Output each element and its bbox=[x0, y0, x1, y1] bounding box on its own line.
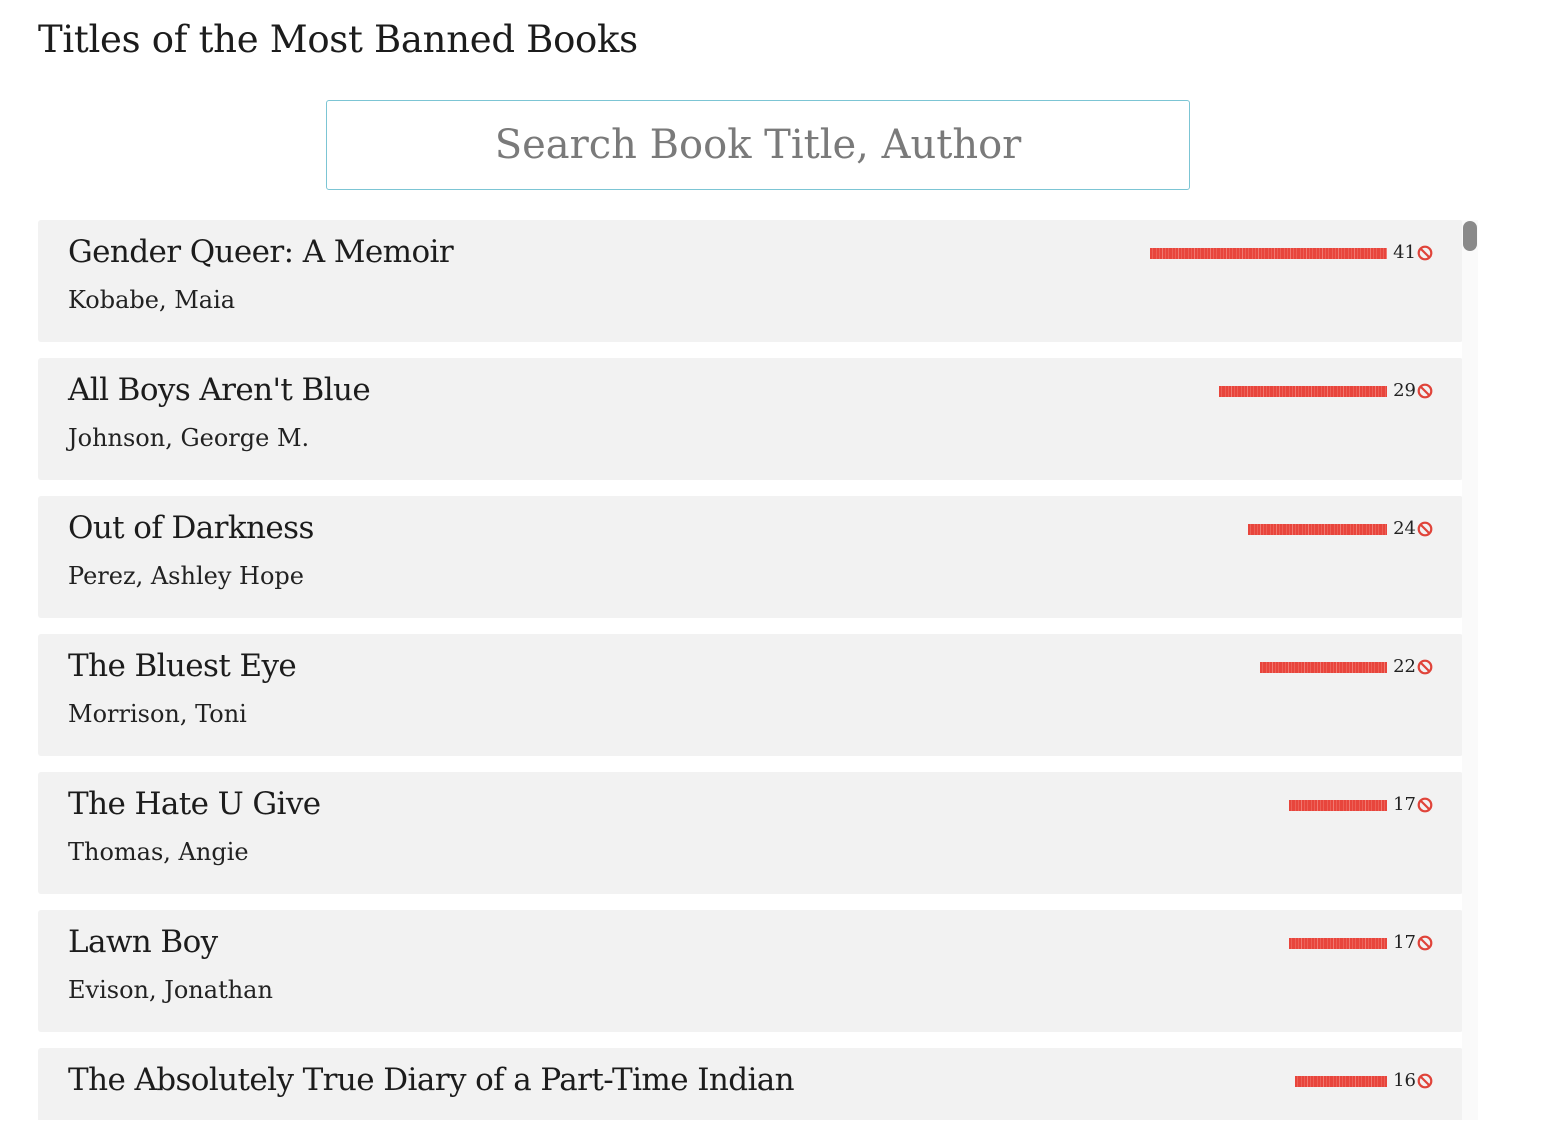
book-list: Gender Queer: A Memoir Kobabe, Maia 41 All … bbox=[38, 220, 1463, 1120]
no-entry-icon bbox=[1417, 659, 1433, 675]
book-title: The Bluest Eye bbox=[68, 648, 297, 684]
book-card[interactable]: The Absolutely True Diary of a Part-Time… bbox=[38, 1048, 1463, 1120]
book-list-viewport[interactable]: Gender Queer: A Memoir Kobabe, Maia 41 All … bbox=[38, 220, 1478, 1120]
book-author: Thomas, Angie bbox=[68, 838, 249, 866]
no-entry-icon bbox=[1417, 245, 1433, 261]
no-entry-icon bbox=[1417, 383, 1433, 399]
book-title: All Boys Aren't Blue bbox=[68, 372, 371, 408]
book-card[interactable]: Out of Darkness Perez, Ashley Hope 24 bbox=[38, 496, 1463, 618]
ban-count: 41 bbox=[1393, 242, 1416, 263]
ban-meter: 22 bbox=[1260, 656, 1433, 678]
book-title: The Hate U Give bbox=[68, 786, 321, 822]
search-box bbox=[326, 100, 1190, 190]
ban-count-bar bbox=[1150, 247, 1388, 259]
page-title: Titles of the Most Banned Books bbox=[38, 18, 638, 61]
book-title: Gender Queer: A Memoir bbox=[68, 234, 454, 270]
scrollbar-thumb[interactable] bbox=[1463, 221, 1477, 251]
book-card[interactable]: Gender Queer: A Memoir Kobabe, Maia 41 bbox=[38, 220, 1463, 342]
ban-count-bar bbox=[1295, 1075, 1388, 1087]
ban-count-bar bbox=[1289, 799, 1388, 811]
ban-meter: 24 bbox=[1248, 518, 1433, 540]
ban-count: 16 bbox=[1393, 1070, 1416, 1091]
book-title: The Absolutely True Diary of a Part-Time… bbox=[68, 1062, 795, 1098]
book-author: Kobabe, Maia bbox=[68, 286, 236, 314]
ban-count: 17 bbox=[1393, 794, 1416, 815]
ban-count: 22 bbox=[1393, 656, 1416, 677]
ban-count-bar bbox=[1289, 937, 1388, 949]
ban-meter: 17 bbox=[1289, 932, 1433, 954]
ban-meter: 16 bbox=[1295, 1070, 1433, 1092]
no-entry-icon bbox=[1417, 797, 1433, 813]
book-author: Perez, Ashley Hope bbox=[68, 562, 304, 590]
ban-count: 29 bbox=[1393, 380, 1416, 401]
ban-count-bar bbox=[1260, 661, 1388, 673]
ban-meter: 17 bbox=[1289, 794, 1433, 816]
scrollbar-track[interactable] bbox=[1462, 220, 1478, 1120]
book-title: Out of Darkness bbox=[68, 510, 314, 546]
book-author: Evison, Jonathan bbox=[68, 976, 273, 1004]
ban-count-bar bbox=[1248, 523, 1388, 535]
ban-meter: 29 bbox=[1219, 380, 1433, 402]
ban-count: 24 bbox=[1393, 518, 1416, 539]
no-entry-icon bbox=[1417, 935, 1433, 951]
ban-meter: 41 bbox=[1150, 242, 1433, 264]
book-author: Morrison, Toni bbox=[68, 700, 247, 728]
search-input[interactable] bbox=[327, 101, 1189, 189]
ban-count: 17 bbox=[1393, 932, 1416, 953]
book-card[interactable]: The Bluest Eye Morrison, Toni 22 bbox=[38, 634, 1463, 756]
book-title: Lawn Boy bbox=[68, 924, 218, 960]
ban-count-bar bbox=[1219, 385, 1388, 397]
book-card[interactable]: All Boys Aren't Blue Johnson, George M. 29 bbox=[38, 358, 1463, 480]
book-card[interactable]: The Hate U Give Thomas, Angie 17 bbox=[38, 772, 1463, 894]
no-entry-icon bbox=[1417, 521, 1433, 537]
book-card[interactable]: Lawn Boy Evison, Jonathan 17 bbox=[38, 910, 1463, 1032]
no-entry-icon bbox=[1417, 1073, 1433, 1089]
book-author: Johnson, George M. bbox=[68, 424, 310, 452]
